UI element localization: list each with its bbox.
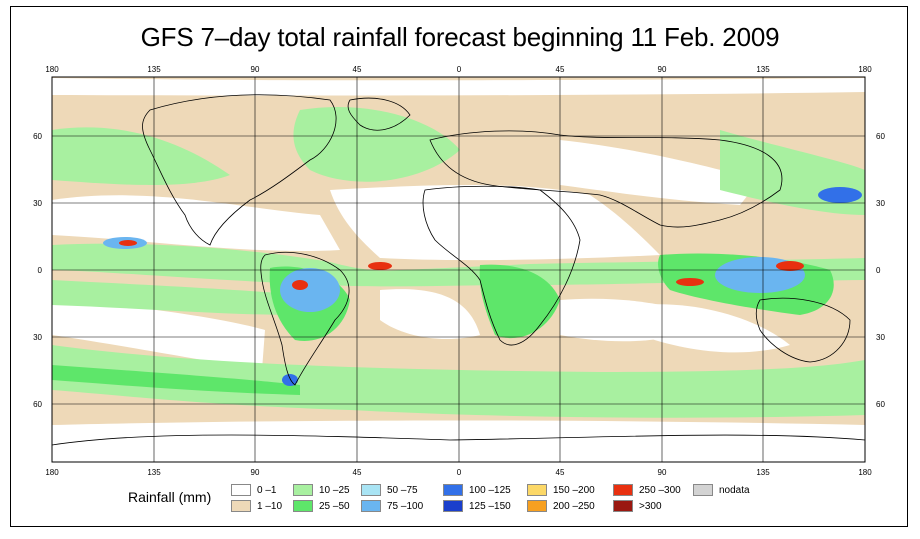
coastlines xyxy=(52,94,865,446)
dry-zone-sahara-atlantic xyxy=(330,185,660,261)
legend-item-label: 25 –50 xyxy=(319,501,350,512)
heavy-rain-amazon xyxy=(280,268,340,312)
dry-zone-antarctica xyxy=(52,420,865,462)
lat-tick-left-0: 60 xyxy=(33,132,42,141)
legend-item-label: 1 –10 xyxy=(257,501,283,512)
lat-tick-right-4: 60 xyxy=(876,400,885,409)
legend-swatch xyxy=(361,484,381,496)
lat-tick-left-4: 60 xyxy=(33,400,42,409)
legend-swatch xyxy=(693,484,713,496)
legend-swatch xyxy=(443,500,463,512)
rain-band-north-atlantic xyxy=(293,106,460,182)
map-title: GFS 7–day total rainfall forecast beginn… xyxy=(140,22,780,52)
lat-tick-left-1: 30 xyxy=(33,199,42,208)
map-border xyxy=(51,76,866,463)
africa-outline xyxy=(422,185,581,346)
dry-zone-arctic xyxy=(52,78,865,96)
lon-tick-top-5: 45 xyxy=(556,65,565,74)
lon-tick-top-7: 135 xyxy=(756,65,770,74)
legend-swatch xyxy=(361,500,381,512)
lon-tick-bottom-2: 90 xyxy=(251,468,260,477)
legend-swatch xyxy=(527,500,547,512)
legend-item-label: 75 –100 xyxy=(387,501,424,512)
extreme-rain-new-guinea xyxy=(776,261,804,271)
lon-tick-bottom-1: 135 xyxy=(147,468,161,477)
legend-swatch xyxy=(293,500,313,512)
legend-item-label: 100 –125 xyxy=(469,485,511,496)
lat-tick-right-2: 0 xyxy=(876,266,881,275)
lon-tick-top-4: 0 xyxy=(457,65,462,74)
lat-tick-right-0: 60 xyxy=(876,132,885,141)
lon-tick-bottom-6: 90 xyxy=(658,468,667,477)
legend-swatch xyxy=(613,500,633,512)
graticule xyxy=(52,77,865,462)
legend-swatch xyxy=(527,484,547,496)
legend-title: Rainfall (mm) xyxy=(128,489,212,505)
legend-swatch xyxy=(613,484,633,496)
lon-tick-bottom-7: 135 xyxy=(756,468,770,477)
legend-swatch xyxy=(293,484,313,496)
rain-band-southern-storm-track xyxy=(52,365,300,395)
rain-band-spcz-east xyxy=(52,280,300,315)
heavy-rain-patagonia xyxy=(282,374,298,386)
lon-tick-top-8: 180 xyxy=(858,65,872,74)
figure-frame xyxy=(10,6,908,527)
legend-item-label: 10 –25 xyxy=(319,485,350,496)
legend-item-label: 250 –300 xyxy=(639,485,681,496)
lon-tick-top-6: 90 xyxy=(658,65,667,74)
legend-item-label: >300 xyxy=(639,501,662,512)
lon-tick-bottom-8: 180 xyxy=(858,468,872,477)
lat-tick-right-1: 30 xyxy=(876,199,885,208)
lon-tick-bottom-0: 180 xyxy=(45,468,59,477)
extreme-rain-atlantic-itcz xyxy=(368,262,392,270)
legend-swatch xyxy=(231,484,251,496)
lon-tick-top-3: 45 xyxy=(353,65,362,74)
heavy-rain-northwest-pacific xyxy=(818,187,862,203)
legend-item-label: 200 –250 xyxy=(553,501,595,512)
legend-swatch xyxy=(231,500,251,512)
rain-band-central-africa xyxy=(479,264,560,339)
lon-tick-bottom-5: 45 xyxy=(556,468,565,477)
extreme-rain-central-pacific xyxy=(119,240,137,246)
legend-item-label: nodata xyxy=(719,485,750,496)
legend-item-label: 150 –200 xyxy=(553,485,595,496)
dry-zone-south-atlantic xyxy=(380,289,480,340)
south-america-outline xyxy=(260,251,350,386)
lat-tick-left-2: 0 xyxy=(38,266,43,275)
dry-zone-australia xyxy=(640,304,790,353)
legend-item-label: 0 –1 xyxy=(257,485,277,496)
extreme-rain-java xyxy=(676,278,704,286)
lon-tick-bottom-4: 0 xyxy=(457,468,462,477)
lon-tick-top-1: 135 xyxy=(147,65,161,74)
australia-outline xyxy=(755,297,851,363)
greenland-outline xyxy=(347,97,411,131)
lat-tick-left-3: 30 xyxy=(33,333,42,342)
rain-band-north-pacific xyxy=(52,127,230,185)
legend-swatch xyxy=(443,484,463,496)
extreme-rain-amazon xyxy=(292,280,308,290)
dry-zone-south-pacific xyxy=(52,300,265,370)
lon-tick-bottom-3: 45 xyxy=(353,468,362,477)
lon-tick-top-0: 180 xyxy=(45,65,59,74)
dry-zone-asia xyxy=(560,140,760,205)
lat-tick-right-3: 30 xyxy=(876,333,885,342)
antarctica-outline xyxy=(52,434,865,446)
legend-item-label: 50 –75 xyxy=(387,485,418,496)
eurasia-outline xyxy=(429,130,783,228)
lon-tick-top-2: 90 xyxy=(251,65,260,74)
legend-item-label: 125 –150 xyxy=(469,501,511,512)
